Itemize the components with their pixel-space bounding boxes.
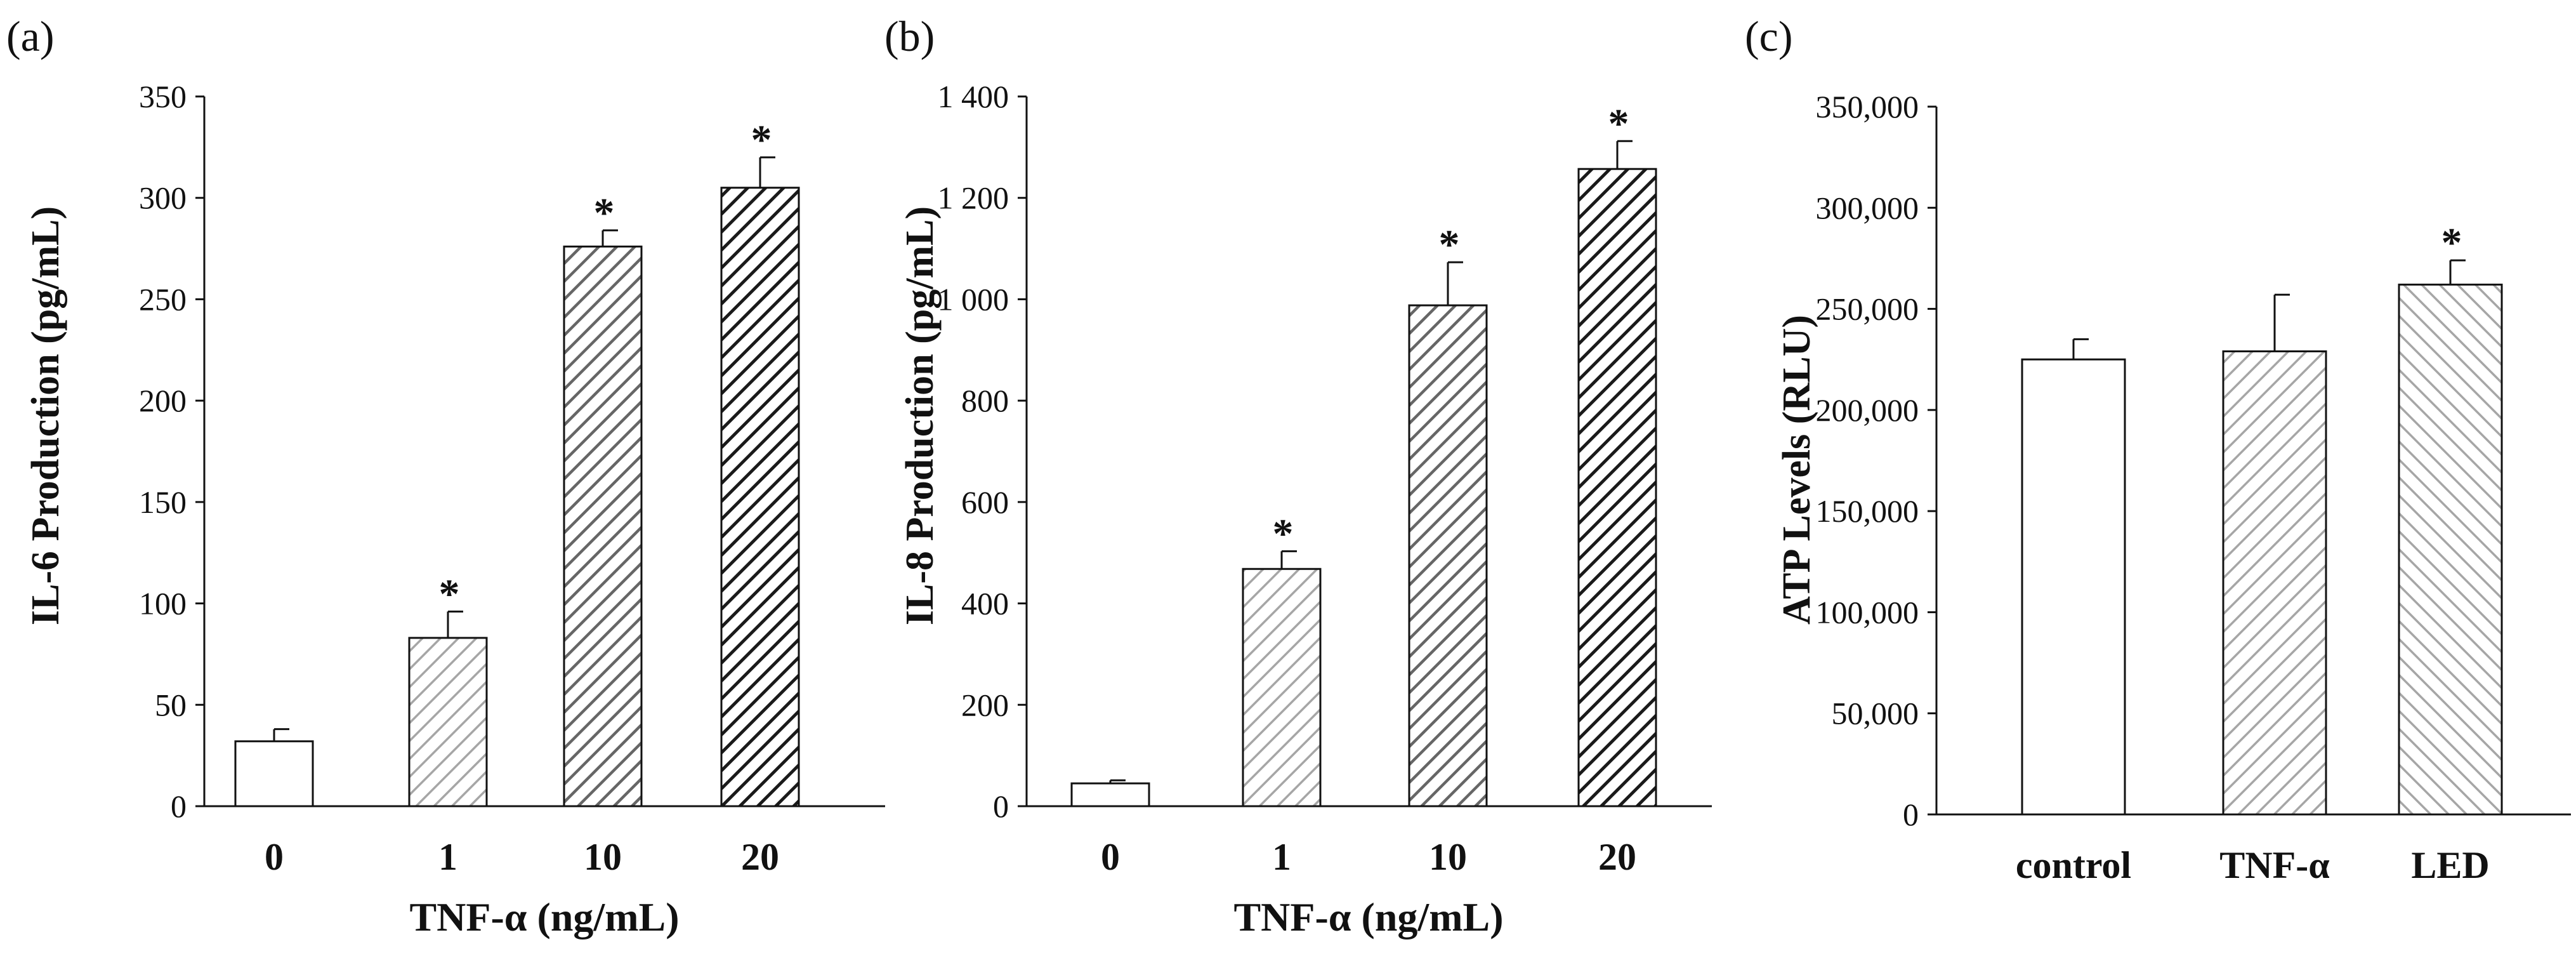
panel-c-bar [2398, 283, 2503, 816]
panel-a-y-tick-label: 50 [155, 687, 187, 722]
panel-c-y-tick-label: 350,000 [1816, 89, 1919, 124]
panel-b-x-tick-label: 20 [1598, 836, 1636, 878]
panel-b-y-axis-title: IL-8 Production (pg/mL) [898, 206, 942, 625]
panel-c-x-tick-label: TNF-α [2219, 844, 2329, 886]
panel-b-y-tick-label: 1 200 [938, 180, 1009, 216]
panel-c-y-tick-label: 100,000 [1816, 594, 1919, 630]
panel-b-significance-star: * [1273, 510, 1294, 557]
panel-a-x-tick-label: 10 [584, 836, 622, 878]
panel-b-significance-star: * [1608, 100, 1629, 147]
panel-a-y-tick-label: 200 [139, 383, 187, 418]
panel-c-x-tick-label: LED [2411, 844, 2489, 886]
panel-c-y-axis-title: ATP Levels (RLU) [1775, 315, 1818, 625]
panel-a-y-axis-title: IL-6 Production (pg/mL) [24, 206, 67, 625]
panel-b-bar [1070, 782, 1150, 807]
panel-b-label: (b) [884, 12, 935, 60]
panel-b-x-tick-label: 1 [1272, 836, 1291, 878]
panel-a-significance-star: * [439, 571, 460, 617]
panel-b-bar [1577, 168, 1657, 807]
panel-b-il8-chart: (b) IL-8 Production (pg/mL) TNF-α (ng/mL… [884, 12, 1712, 939]
panel-c-significance-star: * [2441, 220, 2462, 266]
panel-a-y-tick-label: 100 [139, 586, 187, 621]
panel-c-y-tick-label: 0 [1903, 797, 1919, 832]
panel-c-x-tick-label: control [2016, 844, 2131, 886]
panel-a-bar [720, 187, 800, 807]
panel-b-y-tick-label: 600 [961, 484, 1009, 520]
panel-c-label: (c) [1745, 12, 1792, 60]
panel-a-significance-star: * [594, 190, 615, 236]
panel-b-y-tick-label: 1 400 [938, 79, 1009, 114]
panel-a-y-tick-label: 350 [139, 79, 187, 114]
panel-b-x-axis-title: TNF-α (ng/mL) [1233, 894, 1503, 939]
panel-b-x-tick-label: 10 [1429, 836, 1467, 878]
panel-b-y-tick-label: 200 [961, 687, 1009, 722]
panel-b-bar [1242, 568, 1322, 807]
panel-c-y-tick-label: 250,000 [1816, 291, 1919, 327]
panel-b-y-tick-label: 1 000 [938, 281, 1009, 317]
panel-a-x-tick-label: 1 [438, 836, 457, 878]
panel-a-x-tick-label: 0 [265, 836, 284, 878]
panel-a-label: (a) [6, 12, 54, 60]
panel-c-y-tick-label: 300,000 [1816, 190, 1919, 225]
panel-b-x-tick-label: 0 [1101, 836, 1120, 878]
panel-a-bar [408, 637, 488, 807]
panel-c-atp-chart: (c) ATP Levels (RLU) 0 50,000 100,000 150,0… [1745, 12, 2571, 886]
panel-c-bar [2021, 358, 2126, 816]
panel-a-y-tick-label: 150 [139, 484, 187, 520]
panel-b-y-tick-label: 0 [993, 788, 1009, 824]
panel-c-y-tick-label: 200,000 [1816, 392, 1919, 428]
panel-a-y-tick-label: 250 [139, 281, 187, 317]
panel-c-y-tick-label: 50,000 [1832, 696, 1919, 731]
panel-a-bar [234, 740, 314, 807]
panel-a-y-tick-label: 300 [139, 180, 187, 216]
panel-b-significance-star: * [1439, 222, 1460, 268]
panel-b-y-tick-label: 400 [961, 586, 1009, 621]
panel-a-significance-star: * [751, 117, 772, 163]
panel-a-x-axis-title: TNF-α (ng/mL) [409, 894, 679, 939]
panel-a-y-tick-label: 0 [171, 788, 187, 824]
panel-c-bar [2222, 350, 2327, 816]
panel-b-y-tick-label: 800 [961, 383, 1009, 418]
panel-a-bar [563, 245, 643, 807]
panel-a-il6-chart: (a) IL-6 Production (pg/mL) TNF-α (ng/mL… [6, 12, 885, 939]
panel-c-y-tick-label: 150,000 [1816, 493, 1919, 529]
panel-b-bar [1408, 304, 1488, 807]
panel-a-x-tick-label: 20 [741, 836, 779, 878]
